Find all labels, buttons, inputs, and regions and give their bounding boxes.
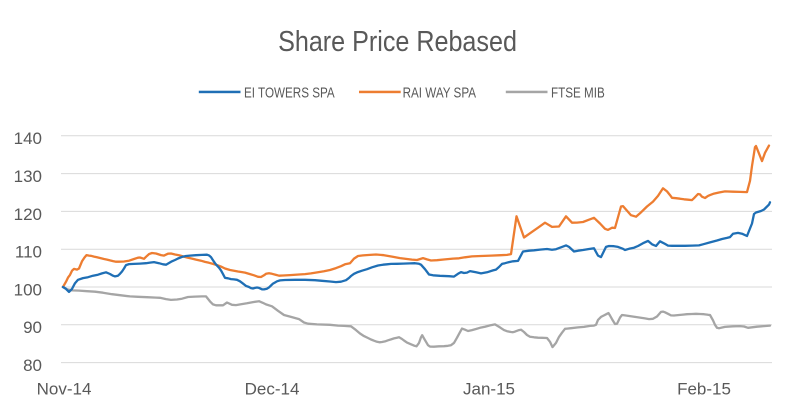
svg-text:140: 140	[14, 129, 42, 148]
svg-text:120: 120	[14, 205, 42, 224]
svg-text:90: 90	[23, 318, 42, 337]
svg-text:RAI WAY SPA: RAI WAY SPA	[403, 84, 477, 100]
svg-text:Feb-15: Feb-15	[677, 379, 731, 398]
svg-text:Share Price Rebased: Share Price Rebased	[278, 25, 517, 57]
svg-text:EI TOWERS SPA: EI TOWERS SPA	[244, 84, 335, 100]
svg-text:FTSE MIB: FTSE MIB	[551, 84, 605, 100]
svg-text:130: 130	[14, 167, 42, 186]
svg-text:100: 100	[14, 280, 42, 299]
svg-text:110: 110	[15, 243, 42, 262]
svg-text:Jan-15: Jan-15	[463, 379, 515, 398]
svg-text:Nov-14: Nov-14	[37, 379, 92, 398]
svg-text:Dec-14: Dec-14	[245, 379, 300, 398]
svg-text:80: 80	[23, 356, 42, 375]
